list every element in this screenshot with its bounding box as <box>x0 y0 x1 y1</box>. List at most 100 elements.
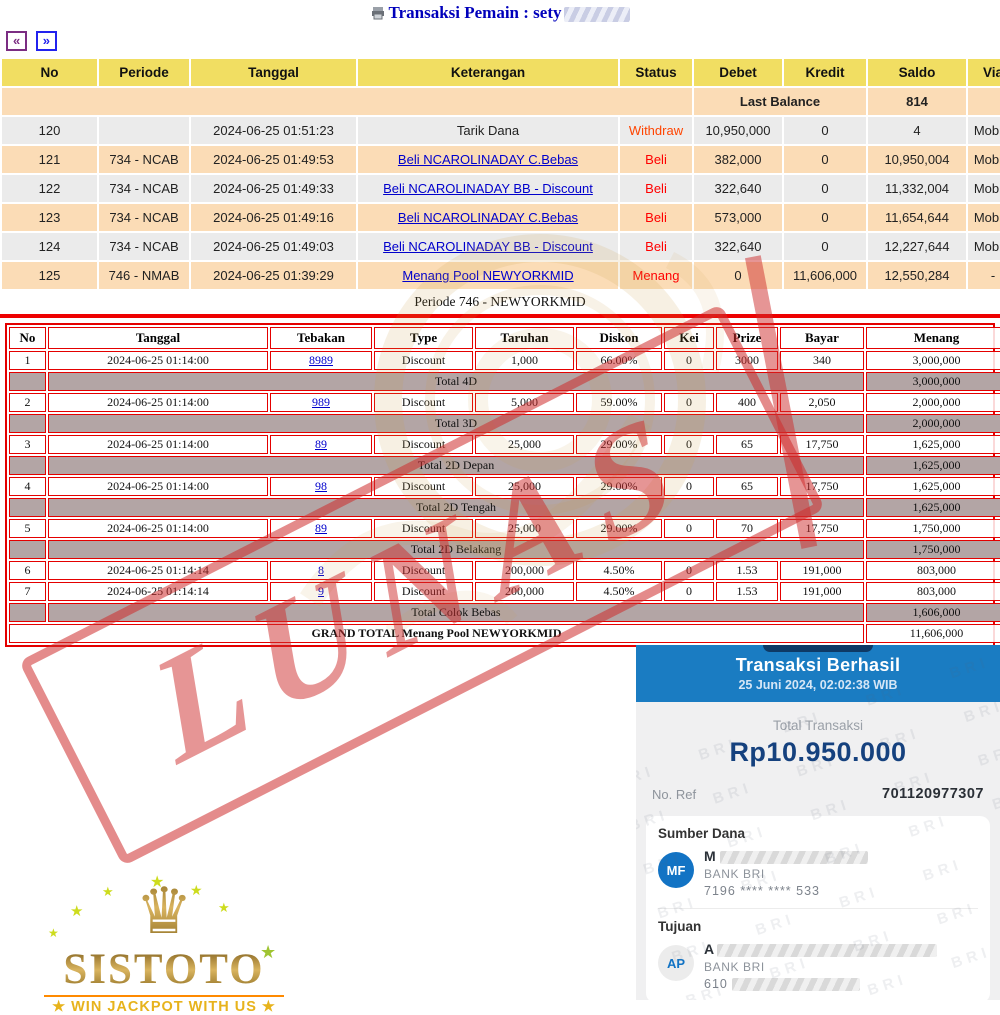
bet-no: 5 <box>9 519 46 538</box>
bet-menang: 3,000,000 <box>866 351 1000 370</box>
receipt-total-amount: Rp10.950.000 <box>729 737 907 767</box>
txn-no: 120 <box>2 117 97 144</box>
bet-taruhan: 25,000 <box>475 477 574 496</box>
txn-keterangan-link[interactable]: Beli NCAROLINADAY BB - Discount <box>383 181 593 196</box>
bet-tebakan-link[interactable]: 89 <box>315 521 327 535</box>
bet-type: Discount <box>374 351 473 370</box>
bet-bayar: 2,050 <box>780 393 864 412</box>
bet-taruhan: 200,000 <box>475 561 574 580</box>
txn-status: Withdraw <box>628 123 684 138</box>
grand-total-row: GRAND TOTAL Menang Pool NEWYORKMID 11,60… <box>9 624 1000 643</box>
subtotal-value: 1,606,000 <box>866 603 1000 622</box>
transaction-row: 121 734 - NCAB 2024-06-25 01:49:53 Beli … <box>2 146 1000 173</box>
txn-keterangan-link[interactable]: Menang Pool NEWYORKMID <box>402 268 574 283</box>
logo-rule <box>44 995 284 997</box>
grand-total-label: GRAND TOTAL Menang Pool NEWYORKMID <box>9 624 864 643</box>
bet-type: Discount <box>374 519 473 538</box>
subtotal-label: Total 3D <box>48 414 864 433</box>
bet-menang: 1,625,000 <box>866 435 1000 454</box>
bet-prize: 3000 <box>716 351 778 370</box>
bet-diskon: 4.50% <box>576 582 662 601</box>
subtotal-row: Total 2D Belakang 1,750,000 <box>9 540 1000 559</box>
bet-no: 2 <box>9 393 46 412</box>
bet-tebakan-link[interactable]: 8989 <box>309 353 333 367</box>
txn-debet: 322,640 <box>694 175 782 202</box>
star-icon: ★ <box>70 903 84 920</box>
transaction-row: 124 734 - NCAB 2024-06-25 01:49:03 Beli … <box>2 233 1000 260</box>
source-account-row: MF M BANK BRI 7196 **** **** 533 <box>658 848 978 898</box>
col-status: Status <box>620 59 692 86</box>
bet-kei: 0 <box>664 393 714 412</box>
bet-tebakan-link[interactable]: 8 <box>318 563 324 577</box>
txn-periode: 734 - NCAB <box>99 175 189 202</box>
pagination: « » <box>6 31 1000 55</box>
bet-type: Discount <box>374 435 473 454</box>
bet-detail-table: No Tanggal Tebakan Type Taruhan Diskon K… <box>7 325 1000 645</box>
txn-saldo: 12,550,284 <box>868 262 966 289</box>
last-balance-row: Last Balance 814 <box>2 88 1000 115</box>
page-title: Transaksi Pemain : sety <box>0 0 1000 27</box>
txn-via: Mobile <box>968 204 1000 231</box>
txn-tanggal: 2024-06-25 01:49:16 <box>191 204 356 231</box>
last-balance-label: Last Balance <box>694 88 866 115</box>
txn-via: - <box>968 262 1000 289</box>
dest-avatar: AP <box>658 945 694 981</box>
bet-diskon: 4.50% <box>576 561 662 580</box>
bet-menang: 803,000 <box>866 582 1000 601</box>
bet-row: 4 2024-06-25 01:14:00 98 Discount 25,000… <box>9 477 1000 496</box>
txn-keterangan-link[interactable]: Tarik Dana <box>456 123 520 138</box>
bet-bayar: 17,750 <box>780 435 864 454</box>
bet-tebakan-link[interactable]: 98 <box>315 479 327 493</box>
txn-debet: 0 <box>694 262 782 289</box>
card-divider <box>658 908 978 909</box>
bet-tebakan-link[interactable]: 9 <box>318 584 324 598</box>
txn-keterangan-link[interactable]: Beli NCAROLINADAY C.Bebas <box>397 210 579 225</box>
bet-tebakan-link[interactable]: 89 <box>315 437 327 451</box>
receipt-header: Transaksi Berhasil 25 Juni 2024, 02:02:3… <box>636 645 1000 702</box>
subtotal-row: Total 2D Tengah 1,625,000 <box>9 498 1000 517</box>
subtotal-label: Total 2D Depan <box>48 456 864 475</box>
txn-tanggal: 2024-06-25 01:49:53 <box>191 146 356 173</box>
bet-menang: 803,000 <box>866 561 1000 580</box>
txn-debet: 10,950,000 <box>694 117 782 144</box>
bet-prize: 1.53 <box>716 582 778 601</box>
bet-diskon: 29.00% <box>576 519 662 538</box>
txn-saldo: 10,950,004 <box>868 146 966 173</box>
transaction-row: 125 746 - NMAB 2024-06-25 01:39:29 Menan… <box>2 262 1000 289</box>
prev-page-button[interactable]: « <box>6 31 28 51</box>
star-icon: ★ <box>102 884 114 899</box>
col-keterangan: Keterangan <box>358 59 618 86</box>
dest-name-redacted <box>717 943 938 957</box>
txn-no: 124 <box>2 233 97 260</box>
bet-no: 6 <box>9 561 46 580</box>
dcol-no: No <box>9 327 46 349</box>
txn-periode: 734 - NCAB <box>99 146 189 173</box>
grand-total-value: 11,606,000 <box>866 624 1000 643</box>
redacted-player-name <box>563 6 630 22</box>
receipt-total-label: Total Transaksi <box>772 718 864 733</box>
txn-debet: 382,000 <box>694 146 782 173</box>
bet-prize: 65 <box>716 435 778 454</box>
dest-bank: BANK BRI <box>704 960 765 974</box>
bet-taruhan: 5,000 <box>475 393 574 412</box>
dcol-kei2: Kei <box>664 327 714 349</box>
txn-debet: 322,640 <box>694 233 782 260</box>
txn-via: Mobile <box>968 175 1000 202</box>
txn-status: Beli <box>645 181 667 196</box>
next-page-button[interactable]: » <box>35 31 57 51</box>
txn-saldo: 12,227,644 <box>868 233 966 260</box>
txn-keterangan-link[interactable]: Beli NCAROLINADAY BB - Discount <box>383 239 593 254</box>
bet-tebakan-link[interactable]: 989 <box>312 395 330 409</box>
printer-icon <box>371 5 385 25</box>
txn-status: Beli <box>645 239 667 254</box>
crown-icon: ♛ ★ ★ ★ ★ ★ ★ ★ <box>48 874 277 962</box>
transactions-table: No Periode Tanggal Keterangan Status Deb… <box>0 57 1000 291</box>
dcol-tebakan: Tebakan <box>270 327 372 349</box>
dcol-type: Type <box>374 327 473 349</box>
receipt-notch <box>763 645 873 652</box>
bet-tanggal: 2024-06-25 01:14:00 <box>48 393 268 412</box>
txn-keterangan-link[interactable]: Beli NCAROLINADAY C.Bebas <box>397 152 579 167</box>
txn-periode: 734 - NCAB <box>99 233 189 260</box>
dcol-prize: Prize <box>716 327 778 349</box>
bet-prize: 65 <box>716 477 778 496</box>
